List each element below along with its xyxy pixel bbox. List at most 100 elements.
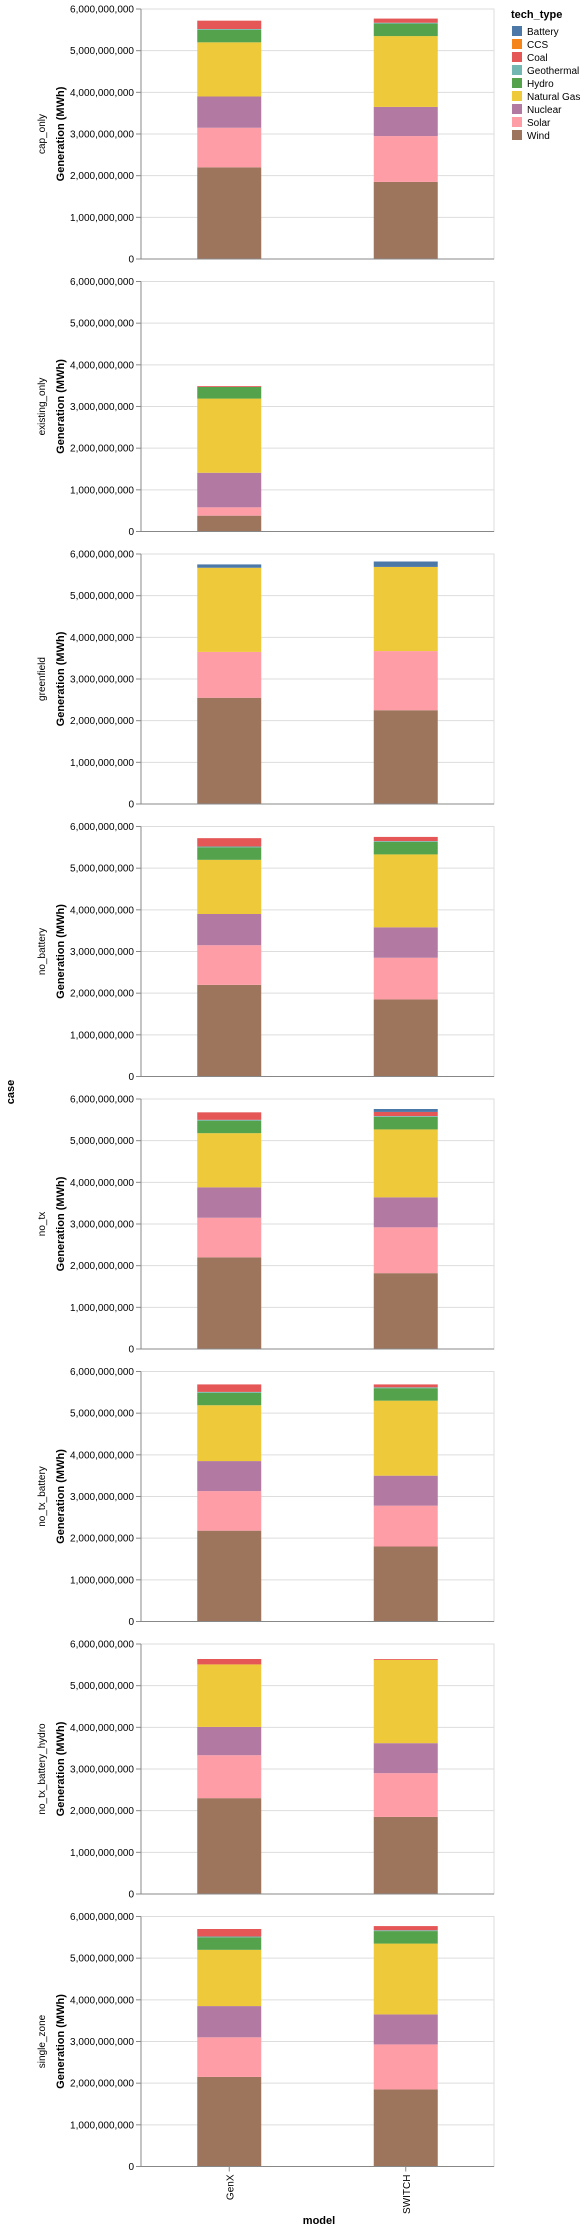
- bar-segment-switch-solar: [373, 651, 438, 711]
- case-label: no_tx_battery: [37, 1466, 48, 1527]
- legend-label: Geothermal: [527, 66, 579, 77]
- bar-segment-genx-geothermal: [197, 29, 262, 30]
- y-tick-label: 2,000,000,000: [70, 2079, 134, 2090]
- bar-segment-switch-solar: [373, 136, 438, 182]
- bar-segment-genx-nuclear: [197, 96, 262, 128]
- case-label: existing_only: [37, 378, 48, 436]
- y-tick-label: 4,000,000,000: [70, 1995, 134, 2006]
- bar-segment-genx-natural-gas: [197, 398, 262, 473]
- bar-segment-switch-wind: [373, 999, 438, 1077]
- legend-swatch-nuclear: [512, 104, 522, 114]
- bar-segment-switch-nuclear: [373, 106, 438, 137]
- facet-no_tx_battery: 0 1,000,000,000 2,000,000,000 3,000,000,000…: [37, 1367, 495, 1628]
- y-tick-label: 1,000,000,000: [70, 1030, 134, 1041]
- legend-swatch-wind: [512, 130, 522, 140]
- y-axis-title: Generation (MWh): [55, 1994, 67, 2089]
- bar-segment-switch-nuclear: [373, 927, 438, 958]
- y-tick-label: 1,000,000,000: [70, 1575, 134, 1586]
- y-tick-label: 3,000,000,000: [70, 675, 134, 686]
- y-tick-label: 3,000,000,000: [70, 1220, 134, 1231]
- legend-swatch-geothermal: [512, 65, 522, 75]
- bar-segment-genx-nuclear: [197, 2006, 262, 2038]
- bar-segment-switch-nuclear: [373, 1197, 438, 1228]
- facet-cap_only: 0 1,000,000,000 2,000,000,000 3,000,000,000…: [37, 5, 495, 266]
- bar-segment-genx-geothermal: [197, 1936, 262, 1938]
- legend-label: CCS: [527, 40, 548, 51]
- y-tick-label: 3,000,000,000: [70, 2037, 134, 2048]
- x-tick-label: SWITCH: [402, 2175, 413, 2214]
- y-tick-label: 0: [128, 2162, 134, 2173]
- bar-segment-genx-natural-gas: [197, 1949, 262, 2007]
- bar-segment-genx-coal: [197, 386, 262, 387]
- bar-segment-switch-natural-gas: [373, 854, 438, 928]
- bar-segment-genx-coal: [197, 1659, 262, 1665]
- y-axis-title: Generation (MWh): [55, 1449, 67, 1544]
- case-label: no_battery: [37, 928, 48, 975]
- bar-segment-switch-hydro: [373, 23, 438, 37]
- y-tick-label: 0: [128, 800, 134, 811]
- y-axis-title: Generation (MWh): [55, 1176, 67, 1271]
- bar-segment-switch-hydro: [373, 841, 438, 855]
- y-tick-label: 5,000,000,000: [70, 46, 134, 57]
- bar-segment-genx-hydro: [197, 1120, 262, 1134]
- legend-label: Nuclear: [527, 105, 562, 116]
- bar-segment-genx-solar: [197, 2037, 262, 2077]
- bar-segment-switch-battery: [373, 1109, 438, 1112]
- y-tick-label: 2,000,000,000: [70, 1534, 134, 1545]
- bar-segment-switch-nuclear: [373, 2014, 438, 2045]
- y-tick-label: 5,000,000,000: [70, 864, 134, 875]
- y-tick-label: 0: [128, 527, 134, 538]
- bar-segment-genx-wind: [197, 1798, 262, 1894]
- y-tick-label: 3,000,000,000: [70, 947, 134, 958]
- y-tick-label: 4,000,000,000: [70, 360, 134, 371]
- bar-segment-switch-geothermal: [373, 1116, 438, 1117]
- y-tick-label: 6,000,000,000: [70, 1095, 134, 1106]
- facet-greenfield: 0 1,000,000,000 2,000,000,000 3,000,000,000…: [37, 550, 495, 811]
- y-tick-label: 4,000,000,000: [70, 1723, 134, 1734]
- y-axis-title: Generation (MWh): [55, 1721, 67, 1816]
- bar-segment-genx-geothermal: [197, 1119, 262, 1121]
- bar-segment-genx-wind: [197, 1257, 262, 1349]
- bar-segment-genx-hydro: [197, 386, 262, 399]
- case-label: single_zone: [37, 2014, 48, 2068]
- bar-segment-switch-nuclear: [373, 1743, 438, 1774]
- bar-segment-switch-wind: [373, 181, 438, 259]
- y-tick-label: 1,000,000,000: [70, 213, 134, 224]
- bar-segment-switch-natural-gas: [373, 36, 438, 107]
- y-axis-title: Generation (MWh): [55, 631, 67, 726]
- bar-segment-switch-hydro: [373, 1931, 438, 1944]
- bar-segment-genx-natural-gas: [197, 1664, 262, 1727]
- bar-segment-switch-wind: [373, 2089, 438, 2167]
- legend-label: Coal: [527, 53, 548, 64]
- bar-segment-genx-natural-gas: [197, 1133, 262, 1188]
- y-tick-label: 0: [128, 255, 134, 266]
- legend-label: Hydro: [527, 79, 554, 90]
- legend-swatch-ccs: [512, 39, 522, 49]
- facet-no_battery: 0 1,000,000,000 2,000,000,000 3,000,000,000…: [37, 822, 495, 1083]
- y-tick-label: 3,000,000,000: [70, 1492, 134, 1503]
- row-title: case: [5, 1080, 17, 1104]
- bar-segment-switch-hydro: [373, 1388, 438, 1401]
- y-tick-label: 0: [128, 1890, 134, 1901]
- bar-segment-genx-wind: [197, 697, 262, 804]
- bar-segment-genx-wind: [197, 1530, 262, 1622]
- y-tick-label: 6,000,000,000: [70, 1640, 134, 1651]
- legend-swatch-battery: [512, 26, 522, 36]
- bar-segment-genx-wind: [197, 984, 262, 1077]
- y-tick-label: 5,000,000,000: [70, 1681, 134, 1692]
- bar-segment-genx-solar: [197, 507, 262, 516]
- bar-segment-genx-coal: [197, 1384, 262, 1392]
- y-tick-label: 5,000,000,000: [70, 319, 134, 330]
- y-tick-label: 5,000,000,000: [70, 1409, 134, 1420]
- y-tick-label: 1,000,000,000: [70, 758, 134, 769]
- y-tick-label: 5,000,000,000: [70, 591, 134, 602]
- bar-segment-switch-coal: [373, 1384, 438, 1388]
- bar-segment-genx-solar: [197, 651, 262, 698]
- y-tick-label: 4,000,000,000: [70, 633, 134, 644]
- y-tick-label: 3,000,000,000: [70, 1765, 134, 1776]
- bar-segment-genx-battery: [197, 564, 262, 568]
- bar-segment-genx-solar: [197, 1217, 262, 1258]
- bar-segment-switch-natural-gas: [373, 1129, 438, 1198]
- legend-label: Battery: [527, 27, 559, 38]
- x-tick-label: GenX: [225, 2174, 236, 2200]
